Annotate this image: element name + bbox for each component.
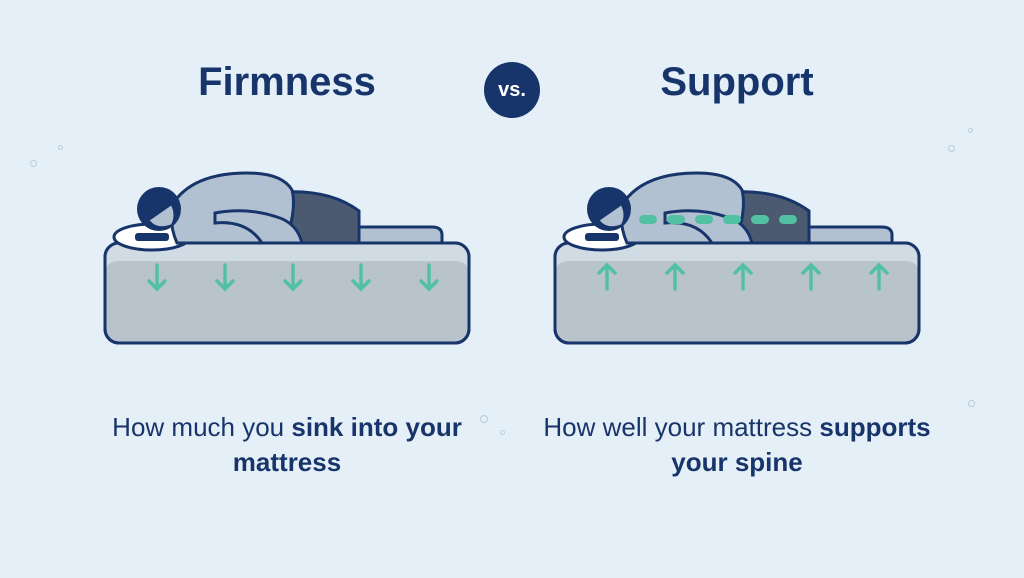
sleeper-icon (587, 173, 892, 243)
firmness-caption: How much you sink into your mattress (87, 410, 487, 480)
bubble-icon (968, 400, 975, 407)
bubble-icon (500, 430, 505, 435)
bubble-icon (968, 128, 973, 133)
support-panel: Support (537, 60, 937, 480)
firmness-title: Firmness (198, 60, 376, 105)
support-title: Support (660, 60, 813, 105)
bubble-icon (30, 160, 37, 167)
vs-text: vs. (498, 79, 526, 102)
firmness-illustration (97, 135, 477, 355)
sleeper-icon (137, 173, 442, 243)
support-illustration (547, 135, 927, 355)
support-caption: How well your mattress supports your spi… (537, 410, 937, 480)
bubble-icon (480, 415, 488, 423)
firmness-panel: Firmness (87, 60, 487, 480)
bubble-icon (948, 145, 955, 152)
bubble-icon (58, 145, 63, 150)
vs-badge: vs. (484, 62, 540, 118)
caption-text: How well your mattress (543, 412, 819, 442)
caption-text: How much you (112, 412, 291, 442)
